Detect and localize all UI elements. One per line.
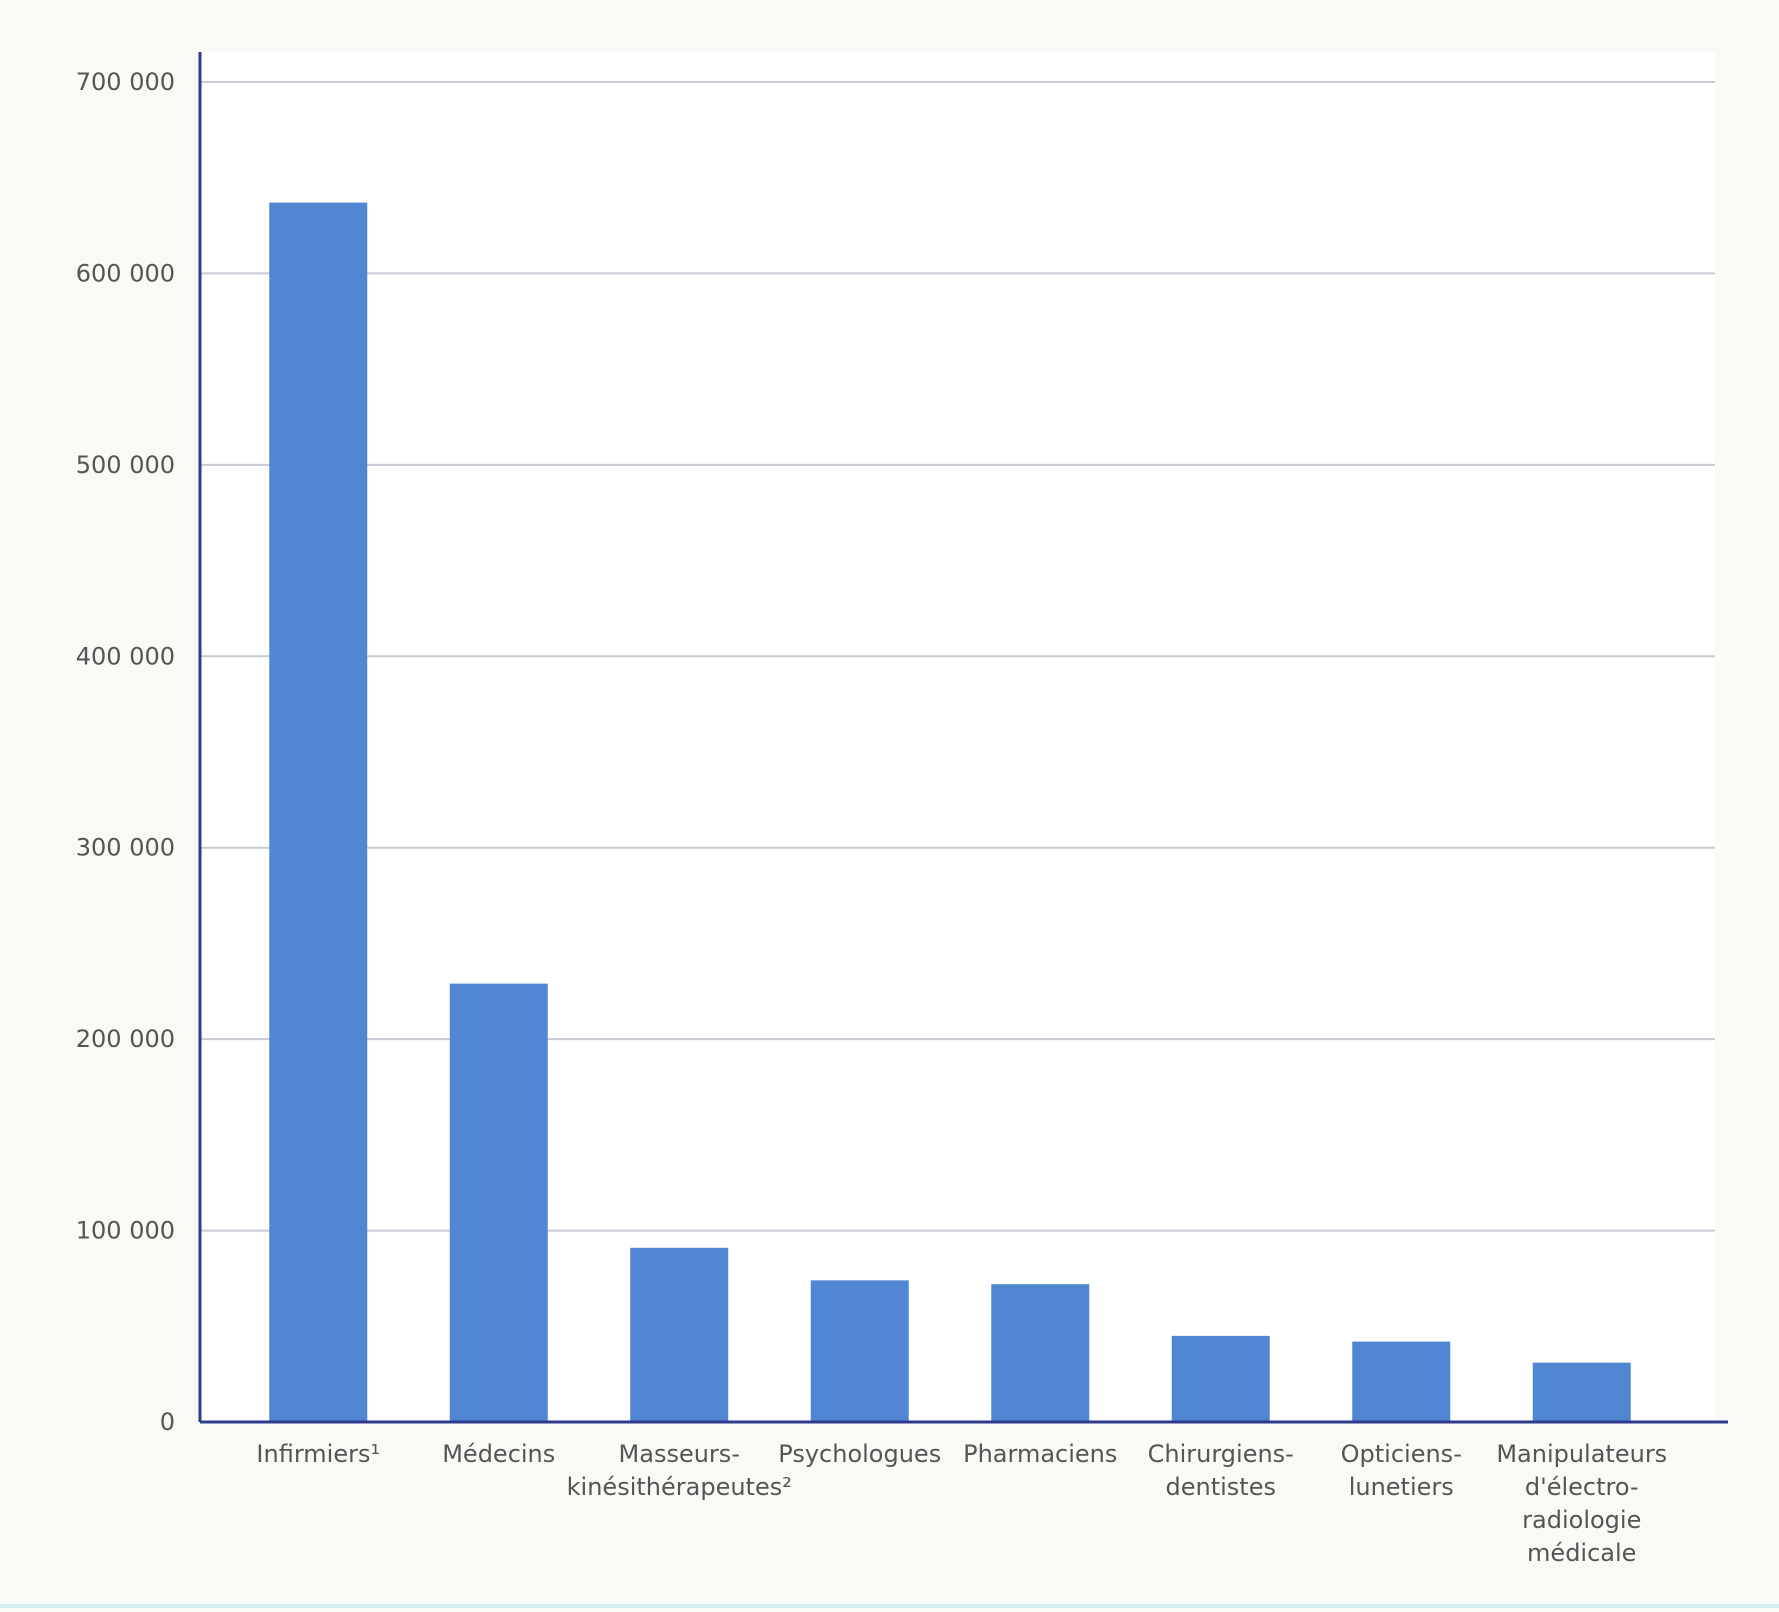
- x-tick-label-line: lunetiers: [1349, 1473, 1454, 1501]
- x-tick-label: Masseurs-kinésithérapeutes²: [567, 1440, 792, 1501]
- y-tick-label: 400 000: [76, 642, 175, 670]
- x-tick-label-line: Pharmaciens: [963, 1440, 1117, 1468]
- x-tick-label: Chirurgiens-dentistes: [1148, 1440, 1294, 1501]
- x-tick-label-line: Médecins: [442, 1440, 555, 1468]
- x-tick-label-line: Masseurs-: [619, 1440, 740, 1468]
- x-tick-label-line: Infirmiers¹: [256, 1440, 380, 1468]
- x-axis-labels: Infirmiers¹ Médecins Masseurs-kinésithérap…: [256, 1440, 1667, 1567]
- x-tick-label-line: médicale: [1527, 1539, 1636, 1567]
- bar: [1532, 1362, 1631, 1422]
- y-tick-label: 500 000: [76, 451, 175, 479]
- x-tick-label-line: Opticiens-: [1341, 1440, 1462, 1468]
- y-axis-ticks: 0 100 000 200 000 300 000 400 000 500 000 600 …: [76, 68, 175, 1436]
- y-tick-label: 100 000: [76, 1217, 175, 1245]
- bar: [810, 1280, 909, 1422]
- x-tick-label-line: radiologie: [1522, 1506, 1641, 1534]
- x-tick-label: Psychologues: [778, 1440, 941, 1468]
- y-tick-label: 600 000: [76, 259, 175, 287]
- x-tick-label: Infirmiers¹: [256, 1440, 380, 1468]
- x-tick-label-line: dentistes: [1166, 1473, 1276, 1501]
- x-tick-label-line: Chirurgiens-: [1148, 1440, 1294, 1468]
- x-tick-label: Manipulateurs d'électro-radiologie médical…: [1496, 1440, 1667, 1567]
- y-tick-label: 300 000: [76, 834, 175, 862]
- x-tick-label-line: Manipulateurs: [1496, 1440, 1667, 1468]
- bottom-divider: [0, 1604, 1779, 1608]
- y-tick-label: 200 000: [76, 1025, 175, 1053]
- bar: [991, 1284, 1090, 1422]
- bar: [269, 202, 368, 1423]
- plot-background: [200, 52, 1715, 1422]
- x-tick-label: Opticiens-lunetiers: [1341, 1440, 1462, 1501]
- x-tick-label: Pharmaciens: [963, 1440, 1117, 1468]
- bar: [1352, 1341, 1451, 1422]
- y-tick-label: 700 000: [76, 68, 175, 96]
- bar: [1171, 1335, 1270, 1422]
- y-tick-label: 0: [160, 1408, 175, 1436]
- x-tick-label-line: kinésithérapeutes²: [567, 1473, 792, 1501]
- bar: [449, 983, 548, 1422]
- x-tick-label: Médecins: [442, 1440, 555, 1468]
- bar: [630, 1247, 729, 1422]
- bars: [269, 202, 1631, 1423]
- x-tick-label-line: Psychologues: [778, 1440, 941, 1468]
- x-tick-label-line: d'électro-: [1525, 1473, 1639, 1501]
